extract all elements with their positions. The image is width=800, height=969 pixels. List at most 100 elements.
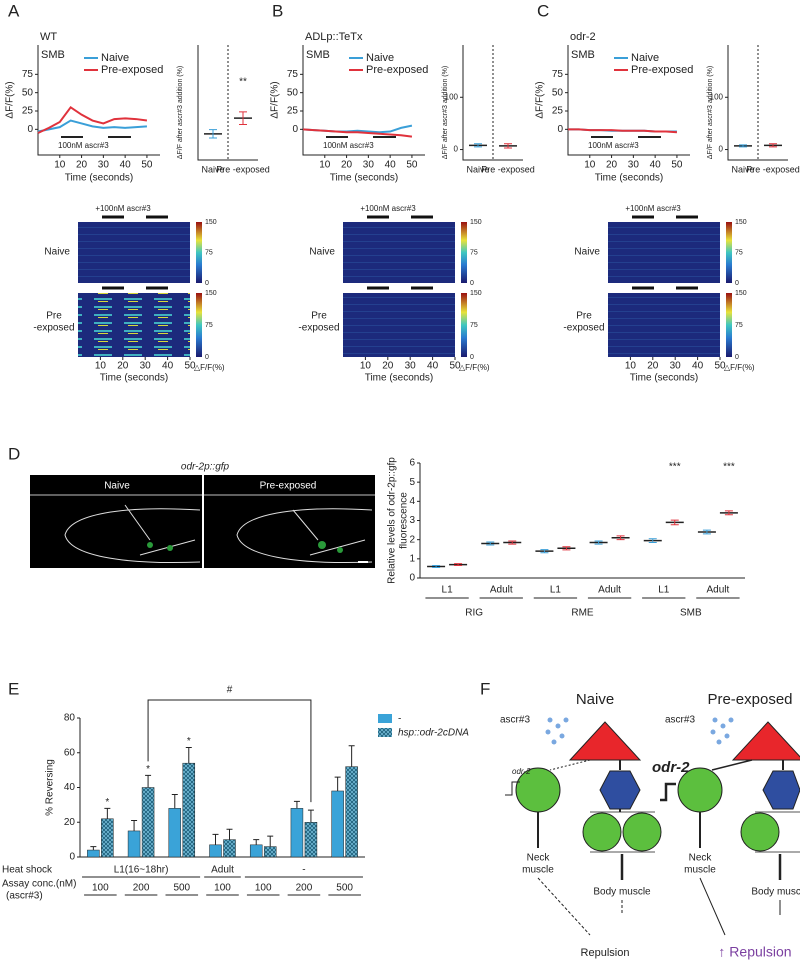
error-bar [145,774,152,788]
axis [37,45,160,156]
panel-letter: D [8,444,20,463]
x-tick-label: 50 [714,361,726,372]
y-axis-label: ΔF/F after ascr#3 addition (%) [707,66,714,159]
axis [419,463,745,579]
y-tick-label: 50 [22,87,34,98]
colorbar [726,293,732,357]
interneuron [762,770,800,810]
colorbar-tick-label: 0 [470,280,474,287]
bar [87,849,100,858]
x-tick-label: 20 [647,361,659,372]
group-label: SMB [680,608,702,619]
panel-letter: B [272,1,283,20]
colorbar-tick-label: 0 [205,354,209,361]
row-label: (ascr#3) [6,891,43,902]
image-right-label: Pre-exposed [260,481,317,492]
significance: * [146,764,150,775]
panel-letter: C [537,1,549,20]
x-tick-label: 100 [214,883,231,894]
legend-swatch [378,728,392,737]
x-tick-label: 20 [76,160,88,171]
x-tick-label: 40 [427,361,439,372]
stimulus-label: +100nM ascr#3 [95,204,151,213]
bar [331,790,344,858]
muscle-cell [740,812,780,852]
x-tick-label: 30 [140,361,152,372]
x-tick-label: 200 [133,883,150,894]
x-tick-label: 20 [341,160,353,171]
synapse [711,759,753,771]
bar [101,818,114,858]
error-bar [293,800,300,809]
legend-swatch [378,714,392,723]
synapse [549,759,591,771]
x-tick-label: 10 [95,361,107,372]
sensory-neuron [568,721,642,761]
colorbar [461,293,467,357]
axis [567,45,690,156]
y-tick-label: 2 [409,534,415,545]
colorbar-tick-label: 75 [205,322,213,329]
error-bar [486,541,495,546]
y-tick-label: 75 [552,69,564,80]
x-tick-label: 10 [54,160,66,171]
y-tick-label: 6 [409,458,415,469]
error-bar [594,540,603,545]
bar [182,762,196,858]
diagram-title: Pre-exposed [707,691,792,708]
x-tick-label: 20 [117,361,129,372]
y-tick-label: 3 [409,515,415,526]
colorbar-tick-label: 0 [735,280,739,287]
x-tick-label: 40 [385,160,397,171]
x-tick-label: Pre -exposed [746,164,800,174]
x-tick-label: 50 [671,160,683,171]
panel-letter: A [8,1,20,20]
legend-label: Naive [366,52,394,64]
row-label: Naive [574,247,600,258]
group-label: RIG [465,608,483,619]
bar [345,766,358,858]
gfp-signal [147,542,153,548]
image-title: odr-2p::gfp [181,462,230,473]
y-tick-label: 50 [287,87,299,98]
error-bar [171,793,178,809]
group-label: RME [571,608,594,619]
error-bar [226,828,233,840]
colorbar-tick-label: 75 [470,322,478,329]
diagram: Naive Pre-exposed ascr#3 ascr#3 odr-2 od… [500,691,800,960]
error-bar [348,745,355,767]
y-tick-label: 50 [552,87,564,98]
x-tick-label: 100 [255,883,272,894]
legend-label: - [398,714,401,725]
x-tick-label: 20 [382,361,394,372]
y-axis-label: ΔF/F(%) [270,81,281,118]
colorbar-tick-label: 0 [735,354,739,361]
cell-label: SMB [571,49,595,61]
panel-title: WT [40,31,57,43]
y-tick-label: 0 [557,124,563,135]
x-tick-label: Pre -exposed [481,164,535,174]
x-tick-label: L1 [442,585,454,596]
x-tick-label: 30 [670,361,682,372]
heatmap [343,222,455,283]
trace [302,128,413,138]
x-tick-label: 30 [628,160,640,171]
legend-label: Pre-exposed [101,64,163,76]
legend-label: hsp::odr-2cDNA [398,728,469,739]
row-label: Pre [576,311,592,322]
error-bar [131,820,138,831]
panel-title: ADLp::TeTx [305,31,363,43]
error-bar [253,839,260,845]
x-tick-label: 10 [360,361,372,372]
x-tick-label: 30 [98,160,110,171]
y-axis-label: ΔF/F(%) [535,81,546,118]
error-bar [212,833,219,845]
legend-label: Naive [101,52,129,64]
row-label: Assay conc.(nM) [2,879,76,890]
ligand-dots [545,717,734,745]
y-tick-label: 25 [552,106,564,117]
stimulus-label: 100nM ascr#3 [323,141,374,150]
y-tick-label: 60 [64,747,76,758]
significance: ** [239,77,247,88]
axis [197,45,258,161]
